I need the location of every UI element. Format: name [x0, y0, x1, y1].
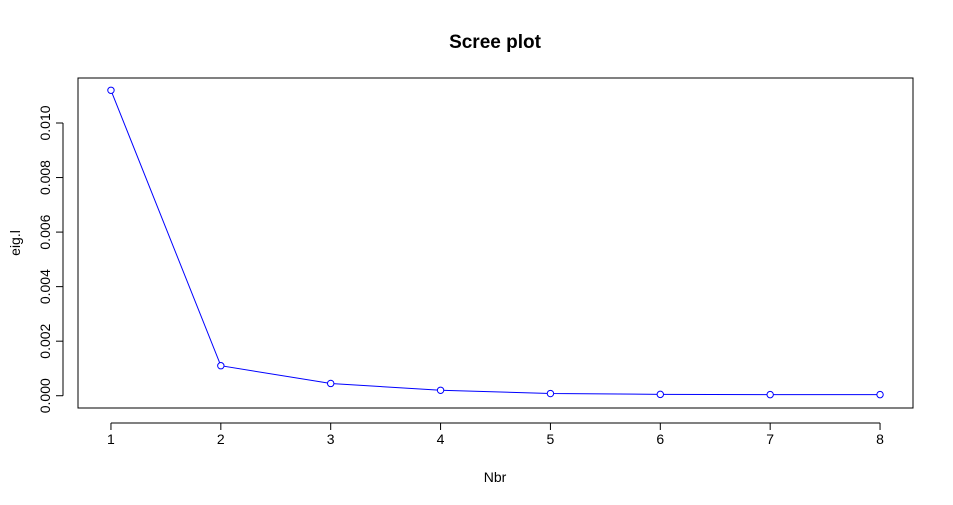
data-point [326, 379, 335, 388]
x-tick-label: 6 [656, 431, 664, 447]
y-axis-label: eig.l [7, 230, 23, 256]
x-tick-label: 7 [766, 431, 774, 447]
data-point [766, 390, 774, 399]
data-points [107, 86, 884, 399]
x-axis: 1 2 3 4 5 6 7 8 [107, 422, 884, 447]
data-point [546, 389, 555, 398]
plot-frame [77, 77, 914, 409]
x-tick-label: 1 [107, 431, 115, 447]
x-tick-label: 2 [217, 431, 225, 447]
data-point [656, 390, 665, 399]
y-tick-label: 0.004 [37, 269, 53, 304]
y-tick-label: 0.000 [37, 378, 53, 413]
x-axis-label: Nbr [484, 469, 507, 485]
data-point [217, 362, 225, 370]
data-point [876, 390, 884, 399]
x-tick-label: 3 [327, 431, 335, 447]
data-point [107, 86, 115, 94]
y-axis: 0.000 0.002 0.004 0.006 0.008 0.010 [37, 105, 64, 413]
y-tick-label: 0.008 [37, 160, 53, 195]
y-tick-label: 0.002 [37, 323, 53, 358]
x-tick-label: 5 [547, 431, 555, 447]
y-tick-label: 0.010 [37, 105, 53, 140]
data-point [436, 386, 445, 394]
x-tick-label: 8 [876, 431, 884, 447]
chart-title: Scree plot [449, 32, 542, 53]
y-tick-label: 0.006 [37, 214, 53, 249]
series-line [110, 90, 881, 396]
x-tick-label: 4 [437, 431, 445, 447]
